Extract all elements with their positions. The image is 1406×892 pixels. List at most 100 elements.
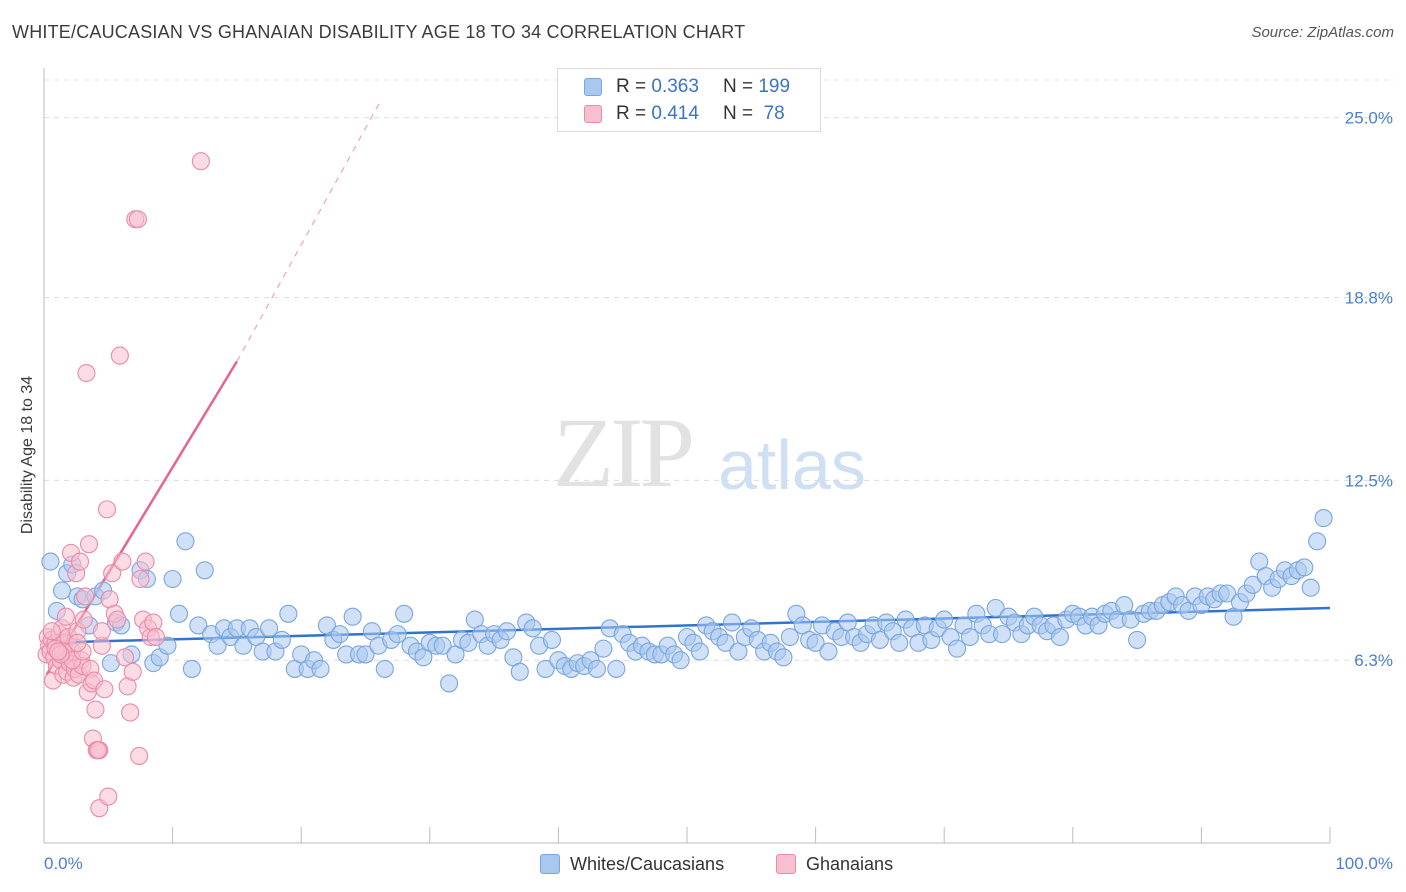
bottom-legend-swatch-whites — [540, 854, 560, 874]
white-point — [1218, 584, 1237, 603]
white-point — [819, 642, 838, 661]
ghanaian-point — [123, 662, 142, 681]
white-point — [52, 581, 72, 600]
watermark-zip: ZIP — [553, 397, 695, 508]
x-tick-label: 0.0% — [44, 854, 83, 873]
ghanaian-point — [49, 642, 68, 661]
ghanaian-point — [113, 552, 132, 571]
y-tick-label: 18.8% — [1345, 289, 1393, 308]
white-point — [948, 639, 967, 658]
ghanaian-point — [86, 700, 105, 719]
white-point — [169, 604, 189, 623]
white-point — [523, 619, 542, 638]
ghanaian-point — [136, 552, 155, 571]
ghanaian-point — [92, 622, 111, 641]
white-point — [870, 630, 889, 649]
white-point — [774, 648, 793, 667]
ghanaian-point — [115, 648, 135, 667]
white-point — [542, 630, 562, 649]
legend-r-label: R = — [616, 76, 647, 97]
legend-n-value: 78 — [758, 103, 785, 124]
white-point — [935, 610, 954, 629]
white-point — [716, 633, 735, 652]
trend-lines — [43, 99, 1331, 676]
white-point — [671, 651, 690, 670]
white-point — [440, 674, 459, 693]
ghanaian-point — [103, 564, 122, 583]
white-point — [1295, 558, 1314, 577]
bottom-legend-ghanaians: Ghanaians — [776, 851, 893, 877]
legend-n-value: 199 — [758, 76, 791, 97]
white-point — [1243, 575, 1262, 594]
ghanaian-point — [99, 787, 118, 806]
white-point — [330, 625, 349, 644]
white-point — [993, 625, 1012, 644]
white-point — [433, 636, 452, 655]
white-point — [960, 627, 979, 647]
tick-labels: 6.3% 12.5% 18.8% 25.0% 0.0% 100.0% — [44, 109, 1393, 873]
white-point — [1128, 630, 1147, 649]
white-point — [607, 659, 626, 678]
white-point — [536, 659, 555, 678]
ghanaian-point — [110, 346, 129, 365]
white-point — [722, 613, 742, 632]
white-point — [234, 636, 253, 655]
white-point — [311, 659, 330, 678]
white-point — [356, 645, 375, 664]
white-point — [195, 561, 214, 580]
legend-r-value: 0.363 — [651, 76, 699, 97]
ghanaian-point — [130, 746, 149, 766]
white-point — [208, 636, 227, 655]
white-point — [690, 642, 709, 661]
ghanaian-point — [76, 587, 95, 606]
y-tick-label: 6.3% — [1354, 651, 1393, 670]
bottom-legend-label-whites: Whites/Caucasians — [570, 853, 725, 874]
white-point — [1301, 578, 1320, 597]
ghanaian-point — [56, 607, 75, 626]
ghanaian-point — [191, 152, 210, 171]
ghanaian-point — [68, 633, 87, 652]
ghanaian-point — [131, 569, 150, 589]
white-point — [176, 532, 195, 551]
legend-swatch-ghanaians — [584, 105, 602, 123]
ghanaian-point — [97, 500, 117, 519]
white-point — [587, 659, 607, 678]
ghanaian-point — [128, 210, 147, 229]
ghanaian-point — [88, 741, 108, 760]
ghanaian-point — [108, 610, 127, 629]
trend-extension-ghanaians — [236, 99, 382, 362]
bottom-legend-whites: Whites/Caucasians — [540, 851, 724, 877]
white-point — [780, 627, 799, 647]
white-point — [497, 622, 517, 641]
ghanaian-point — [121, 703, 140, 722]
white-point — [189, 616, 208, 635]
legend-row-ghanaians: R = 0.414 N = 78 — [584, 102, 785, 126]
y-tick-label: 12.5% — [1345, 471, 1393, 490]
white-point — [986, 598, 1005, 618]
white-point — [395, 604, 414, 623]
legend-row-whites: R = 0.363 N = 199 — [584, 75, 790, 99]
x-tick-label: 100.0% — [1335, 854, 1393, 873]
white-point — [594, 639, 613, 658]
white-point — [510, 662, 529, 681]
ghanaian-point — [42, 622, 61, 641]
white-point — [806, 633, 825, 652]
white-point — [1050, 627, 1069, 647]
ghanaian-point — [74, 610, 93, 629]
axes — [43, 68, 1331, 844]
bottom-legend-label-ghanaians: Ghanaians — [806, 853, 894, 874]
ghanaian-point — [95, 680, 114, 699]
white-point — [279, 604, 298, 623]
legend-n-label: N = — [722, 76, 754, 97]
white-point — [890, 633, 909, 652]
white-point — [272, 630, 291, 649]
white-point — [459, 633, 478, 652]
ghanaian-point — [77, 363, 96, 383]
ghanaian-point — [70, 552, 90, 571]
white-point — [182, 659, 201, 678]
ghanaian-point — [146, 627, 165, 647]
watermark-atlas: atlas — [718, 426, 866, 504]
legend-n-label: N = — [722, 103, 754, 124]
source-label: Source: ZipAtlas.com — [1251, 24, 1394, 41]
